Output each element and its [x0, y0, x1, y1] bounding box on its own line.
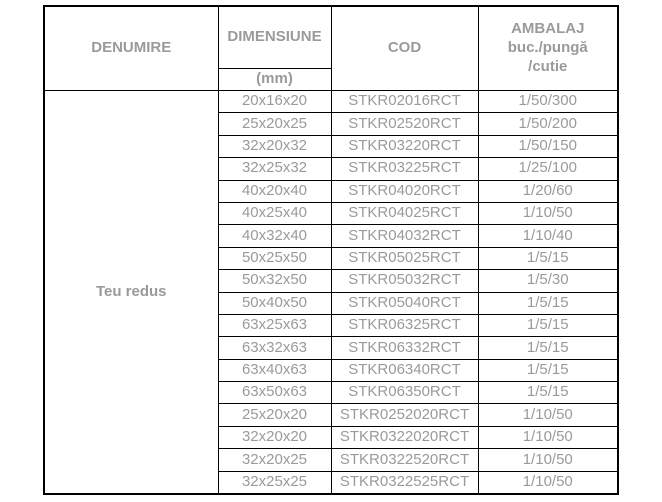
table-row: 63x50x63 STKR06350RCT 1/5/15 — [44, 381, 619, 405]
table-body: Teu redus 20x16x20 STKR02016RCT 1/50/300 25x… — [43, 89, 619, 495]
cell-dimensiune: 63x32x63 — [217, 336, 332, 360]
cell-dimensiune: 32x25x32 — [217, 157, 332, 181]
table-row: 40x25x40 STKR04025RCT 1/10/50 — [44, 201, 619, 226]
table-row: 63x32x63 STKR06332RCT 1/5/15 — [44, 336, 619, 360]
table-row: 40x32x40 STKR04032RCT 1/10/40 — [44, 224, 619, 248]
cell-dimensiune: 50x40x50 — [217, 291, 332, 315]
cell-cod: STKR06350RCT — [330, 381, 479, 405]
cell-cod: STKR06332RCT — [330, 336, 479, 360]
cell-ambalaj: 1/50/150 — [477, 134, 619, 159]
table-row: 50x40x50 STKR05040RCT 1/5/15 — [44, 291, 619, 315]
cell-dimensiune: 50x32x50 — [217, 269, 332, 293]
table-row: 50x32x50 STKR05032RCT 1/5/30 — [44, 269, 619, 293]
cell-cod: STKR06340RCT — [330, 358, 479, 383]
cell-cod: STKR0322525RCT — [330, 470, 479, 495]
table-row: 32x25x25 STKR0322525RCT 1/10/50 — [44, 470, 619, 495]
cell-dimensiune: 25x20x20 — [217, 403, 332, 427]
cell-ambalaj: 1/5/15 — [477, 291, 619, 315]
cell-cod: STKR0322020RCT — [330, 425, 479, 450]
table-row: 32x25x32 STKR03225RCT 1/25/100 — [44, 157, 619, 181]
cell-cod: STKR05032RCT — [330, 269, 479, 293]
cell-cod: STKR06325RCT — [330, 313, 479, 338]
cell-ambalaj: 1/20/60 — [477, 179, 619, 203]
product-table: DENUMIRE DIMENSIUNE COD AMBALAJ buc./pun… — [43, 5, 619, 496]
cell-ambalaj: 1/10/50 — [477, 448, 619, 472]
cell-cod: STKR04020RCT — [330, 179, 479, 203]
column-header-dimensiune-unit: (mm) — [217, 68, 332, 91]
cell-dimensiune: 63x50x63 — [217, 381, 332, 405]
cell-ambalaj: 1/5/15 — [477, 313, 619, 338]
table-row: 32x20x20 STKR0322020RCT 1/10/50 — [44, 425, 619, 450]
cell-dimensiune: 63x40x63 — [217, 358, 332, 383]
cell-ambalaj: 1/50/300 — [477, 89, 619, 114]
cell-dimensiune: 32x20x25 — [217, 448, 332, 472]
cell-ambalaj: 1/10/50 — [477, 470, 619, 495]
cell-ambalaj: 1/10/40 — [477, 224, 619, 248]
cell-ambalaj: 1/10/50 — [477, 425, 619, 450]
cell-dimensiune: 63x25x63 — [217, 313, 332, 338]
cell-dimensiune: 40x32x40 — [217, 224, 332, 248]
cell-cod: STKR04032RCT — [330, 224, 479, 248]
cell-ambalaj: 1/5/15 — [477, 246, 619, 271]
cell-ambalaj: 1/5/15 — [477, 336, 619, 360]
cell-dimensiune: 32x20x20 — [217, 425, 332, 450]
cell-dimensiune: 20x16x20 — [217, 89, 332, 114]
cell-ambalaj: 1/10/50 — [477, 403, 619, 427]
cell-dimensiune: 25x20x25 — [217, 112, 332, 136]
cell-cod: STKR03225RCT — [330, 157, 479, 181]
cell-cod: STKR02016RCT — [330, 89, 479, 114]
cell-dimensiune: 40x20x40 — [217, 179, 332, 203]
table-row: Teu redus 20x16x20 STKR02016RCT 1/50/300 — [43, 89, 619, 495]
table-row: 32x20x25 STKR0322520RCT 1/10/50 — [44, 448, 619, 472]
cell-cod: STKR04025RCT — [330, 201, 479, 226]
cell-ambalaj: 1/5/30 — [477, 269, 619, 293]
table-row: 50x25x50 STKR05025RCT 1/5/15 — [44, 246, 619, 271]
cell-cod: STKR0252020RCT — [330, 403, 479, 427]
cell-ambalaj: 1/10/50 — [477, 201, 619, 226]
cell-cod: STKR0322520RCT — [330, 448, 479, 472]
cell-ambalaj: 1/5/15 — [477, 358, 619, 383]
table-row: 25x20x20 STKR0252020RCT 1/10/50 — [44, 403, 619, 427]
cell-ambalaj: 1/5/15 — [477, 381, 619, 405]
cell-cod: STKR02520RCT — [330, 112, 479, 136]
cell-cod: STKR05025RCT — [330, 246, 479, 271]
column-header-cod: COD — [330, 5, 479, 91]
cell-cod: STKR05040RCT — [330, 291, 479, 315]
cell-ambalaj: 1/25/100 — [477, 157, 619, 181]
cell-dimensiune: 32x25x25 — [217, 470, 332, 495]
product-name-cell: Teu redus — [43, 90, 219, 495]
cell-cod: STKR03220RCT — [330, 134, 479, 159]
cell-ambalaj: 1/50/200 — [477, 112, 619, 136]
cell-dimensiune: 50x25x50 — [217, 246, 332, 271]
table-row: 63x40x63 STKR06340RCT 1/5/15 — [44, 358, 619, 383]
column-header-dimensiune: DIMENSIUNE — [217, 5, 332, 69]
header-row: DENUMIRE DIMENSIUNE COD AMBALAJ buc./pun… — [43, 5, 619, 91]
column-header-ambalaj: AMBALAJ buc./pungă /cutie — [477, 5, 619, 91]
column-header-denumire: DENUMIRE — [43, 5, 219, 91]
cell-dimensiune: 32x20x32 — [217, 134, 332, 159]
table-row: 40x20x40 STKR04020RCT 1/20/60 — [44, 179, 619, 203]
cell-dimensiune: 40x25x40 — [217, 201, 332, 226]
table-row: 63x25x63 STKR06325RCT 1/5/15 — [44, 313, 619, 338]
